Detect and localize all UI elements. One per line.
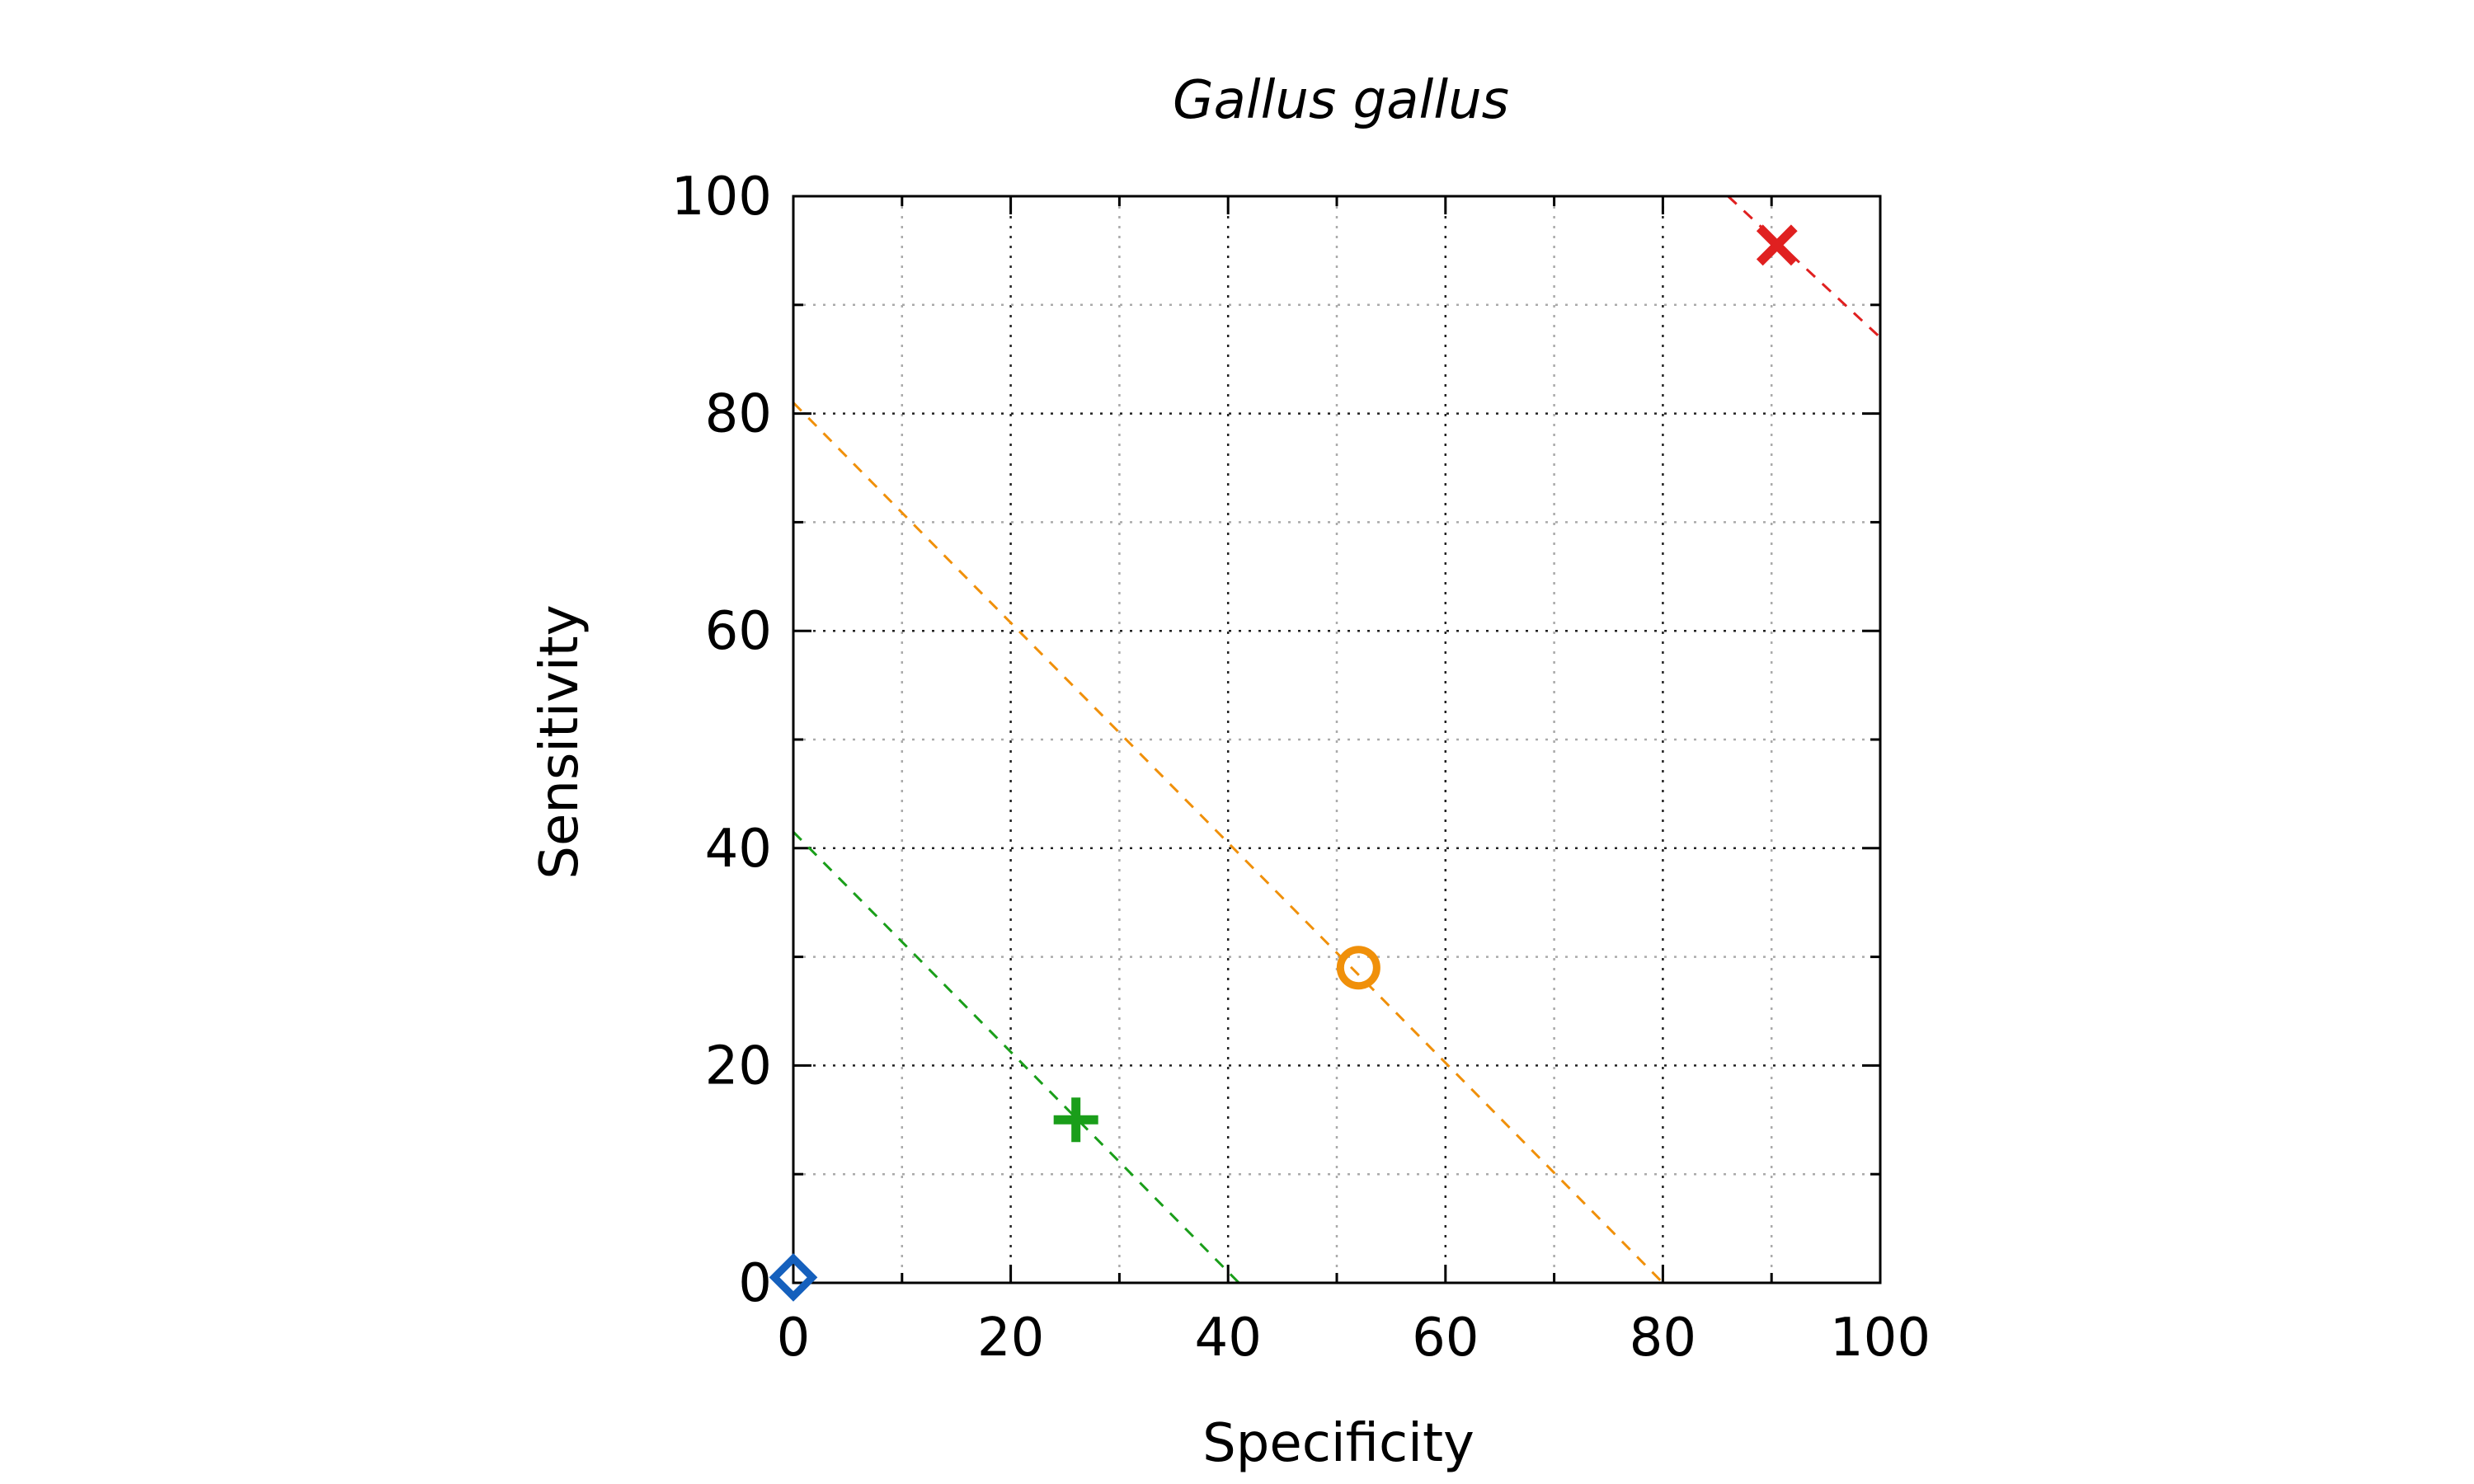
x-axis-title: Specificity — [1202, 1413, 1475, 1474]
x-tick-label: 20 — [977, 1308, 1044, 1369]
plus-marker — [1053, 1097, 1098, 1143]
grid-lines — [793, 196, 1880, 1283]
dashed-reference-line — [792, 830, 1240, 1284]
axis-ticks — [793, 196, 1880, 1283]
data-points — [769, 224, 1798, 1302]
dashed-reference-line — [792, 402, 1664, 1284]
y-tick-label: 40 — [705, 819, 772, 880]
x-tick-label: 0 — [777, 1308, 811, 1369]
tick-labels: 0 20 40 60 80 100 0 20 40 60 80 100 — [671, 167, 1931, 1369]
reference-lines — [792, 195, 1882, 1284]
y-tick-label: 100 — [671, 167, 772, 228]
y-tick-label: 80 — [705, 384, 772, 445]
chart-title: Gallus gallus — [1173, 70, 1509, 131]
circle-marker — [1336, 946, 1380, 990]
cross-marker — [1756, 224, 1798, 266]
x-tick-label: 40 — [1194, 1308, 1261, 1369]
y-tick-label: 20 — [705, 1036, 772, 1097]
diamond-marker — [769, 1253, 818, 1302]
y-tick-label: 60 — [705, 601, 772, 662]
dashed-reference-line — [1727, 195, 1882, 339]
x-tick-label: 100 — [1830, 1308, 1931, 1369]
y-tick-label: 0 — [738, 1253, 772, 1314]
y-axis-title: Sensitivity — [529, 604, 590, 879]
plot-frame — [792, 195, 1882, 1284]
x-tick-label: 80 — [1630, 1308, 1696, 1369]
x-tick-label: 60 — [1412, 1308, 1479, 1369]
